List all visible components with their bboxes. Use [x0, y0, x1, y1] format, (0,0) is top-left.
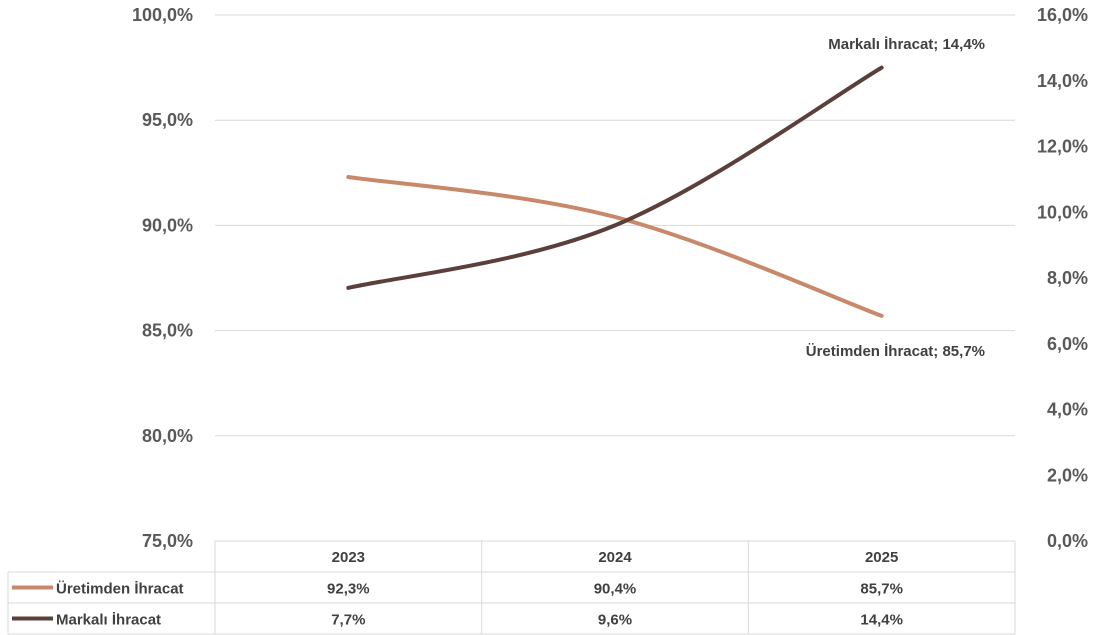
right-tick-label: 8,0%	[1047, 268, 1088, 288]
left-y-axis: 100,0% 95,0% 90,0% 85,0% 80,0% 75,0%	[132, 5, 193, 551]
right-tick-label: 10,0%	[1037, 202, 1088, 222]
table-header-cell: 2024	[598, 549, 632, 566]
left-tick-label: 85,0%	[142, 321, 193, 341]
left-tick-label: 95,0%	[142, 110, 193, 130]
right-tick-label: 0,0%	[1047, 531, 1088, 551]
legend-label: Markalı İhracat	[56, 612, 161, 629]
series-lines	[346, 65, 884, 318]
table-value-cell: 7,7%	[331, 612, 365, 629]
table-value-cell: 9,6%	[598, 612, 632, 629]
annotation-markali: Markalı İhracat; 14,4%	[828, 36, 985, 53]
series-line-0	[346, 175, 884, 318]
right-tick-label: 6,0%	[1047, 334, 1088, 354]
right-tick-label: 4,0%	[1047, 400, 1088, 420]
left-tick-label: 100,0%	[132, 5, 193, 25]
table-value-cell: 90,4%	[594, 581, 637, 598]
data-table: 2023 2024 2025 Üretimden İhracat 92,3% 90,4% 8…	[7, 540, 1016, 635]
table-value-cell: 14,4%	[860, 612, 903, 629]
right-tick-label: 12,0%	[1037, 137, 1088, 157]
right-tick-label: 16,0%	[1037, 5, 1088, 25]
series-line-1	[346, 65, 884, 290]
right-tick-label: 2,0%	[1047, 465, 1088, 485]
annotation-uretimden: Üretimden İhracat; 85,7%	[806, 343, 985, 360]
left-tick-label: 75,0%	[142, 531, 193, 551]
annotations: Markalı İhracat; 14,4% Üretimden İhracat…	[806, 36, 985, 360]
right-y-axis: 16,0% 14,0% 12,0% 10,0% 8,0% 6,0% 4,0% 2,0% 0,0%	[1037, 5, 1088, 551]
left-tick-label: 80,0%	[142, 426, 193, 446]
legend-label: Üretimden İhracat	[56, 581, 184, 598]
right-tick-label: 14,0%	[1037, 71, 1088, 91]
table-header-cell: 2025	[865, 549, 898, 566]
table-value-cell: 85,7%	[860, 581, 903, 598]
left-tick-label: 90,0%	[142, 215, 193, 235]
table-value-cell: 92,3%	[327, 581, 370, 598]
table-header-cell: 2023	[332, 549, 365, 566]
